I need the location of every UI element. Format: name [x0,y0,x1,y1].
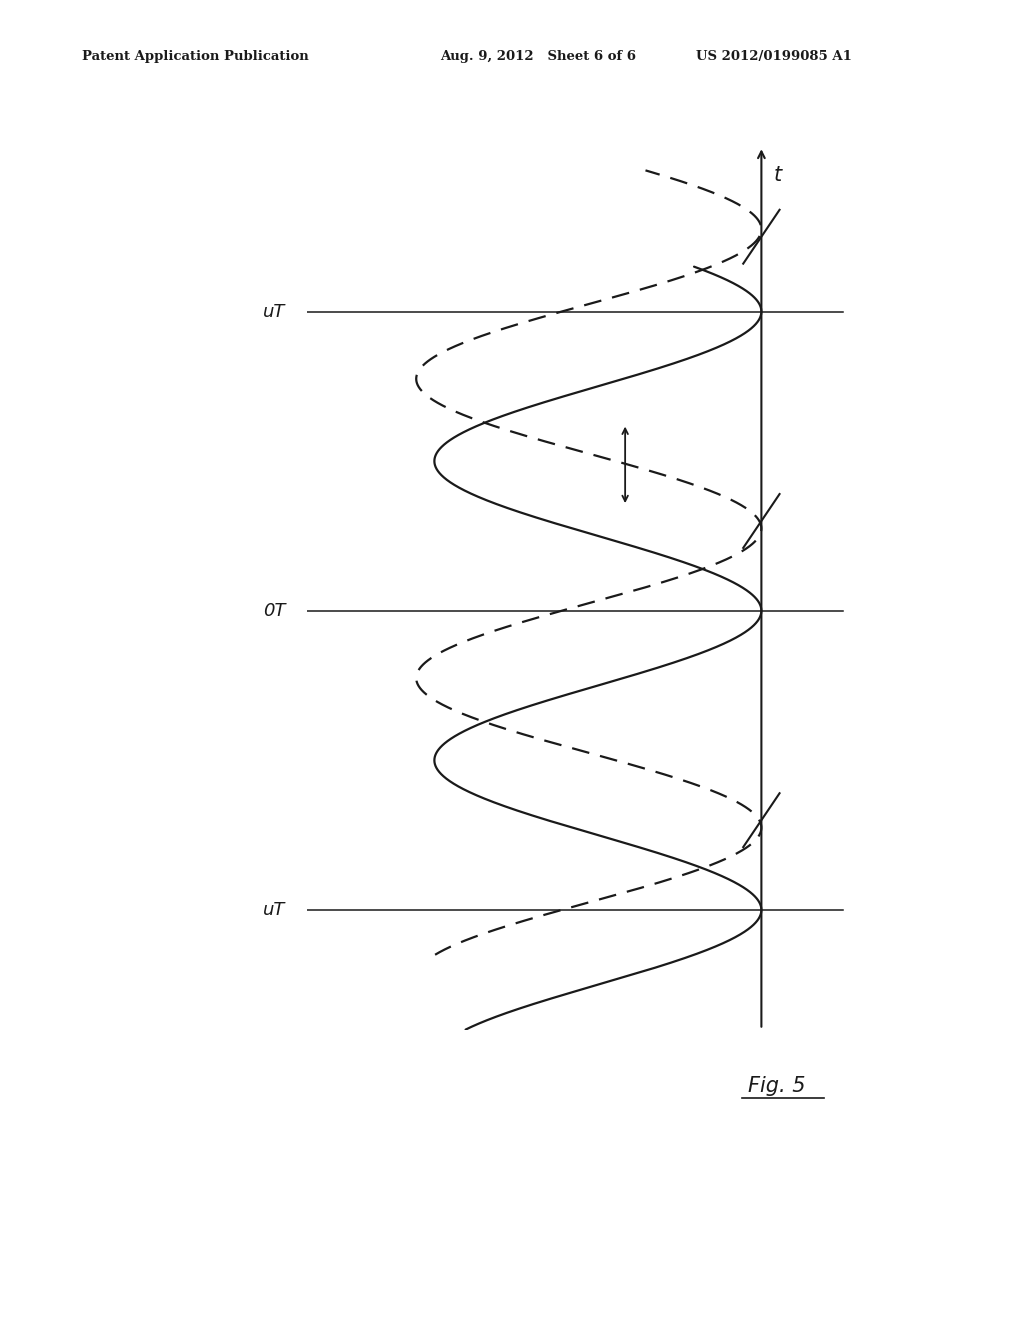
Text: Fig. 5: Fig. 5 [748,1076,805,1096]
Text: t: t [774,165,782,185]
Text: Aug. 9, 2012   Sheet 6 of 6: Aug. 9, 2012 Sheet 6 of 6 [440,50,636,63]
Text: Patent Application Publication: Patent Application Publication [82,50,308,63]
Text: uT: uT [263,302,286,321]
Text: 0T: 0T [263,602,286,619]
Text: US 2012/0199085 A1: US 2012/0199085 A1 [696,50,852,63]
Text: uT: uT [263,902,286,919]
